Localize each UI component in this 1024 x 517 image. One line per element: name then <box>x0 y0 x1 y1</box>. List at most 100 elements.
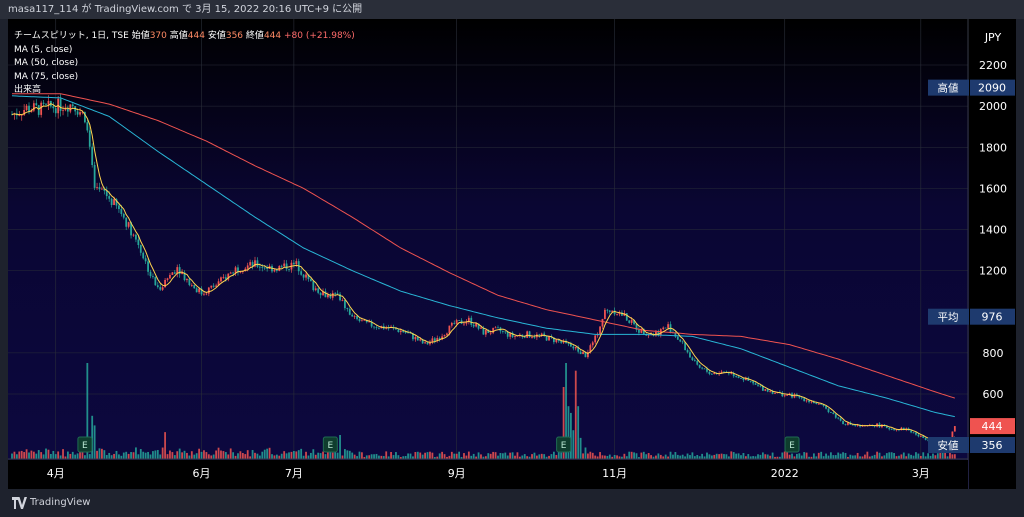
candle-body <box>589 345 592 353</box>
volume-bar <box>754 456 757 459</box>
candle-body <box>463 323 465 325</box>
high-tag-label: 高値 <box>938 82 959 95</box>
volume-bar <box>365 455 368 459</box>
volume-bar <box>139 449 142 459</box>
candle-body <box>489 332 492 334</box>
volume-bar <box>747 454 750 459</box>
volume-bar <box>358 451 361 459</box>
volume-bar <box>173 455 176 459</box>
volume-bar <box>608 454 611 459</box>
volume-bar <box>854 455 857 459</box>
earnings-badge <box>322 436 338 453</box>
earnings-marker[interactable]: E <box>556 436 572 453</box>
volume-bar <box>164 432 166 459</box>
candle-body <box>101 188 103 190</box>
tradingview-logo-icon <box>12 497 27 509</box>
volume-bar <box>254 452 256 459</box>
volume-bar <box>261 451 264 459</box>
candle-body <box>893 429 895 431</box>
candle-body <box>392 326 395 328</box>
earnings-marker[interactable]: E <box>322 436 338 453</box>
legend-ma5[interactable]: MA (5, close) <box>14 44 73 55</box>
candle-body <box>414 337 417 340</box>
volume-bar <box>52 450 55 459</box>
volume-bar <box>888 452 891 459</box>
y-tick-label: 1600 <box>979 182 1007 195</box>
candle-body <box>305 274 307 278</box>
candle-body <box>125 217 128 227</box>
volume-bar <box>642 451 645 459</box>
volume-bar <box>681 454 684 459</box>
candle-body <box>195 288 198 293</box>
candle-body <box>96 187 98 188</box>
volume-bar <box>805 452 808 459</box>
volume-bar <box>817 452 820 459</box>
volume-bar <box>409 453 412 459</box>
volume-bar <box>453 453 456 459</box>
candle-body <box>295 261 298 265</box>
candle-body <box>910 430 912 433</box>
volume-bar <box>176 451 179 459</box>
candle-body <box>28 105 30 113</box>
candle-body <box>827 408 830 413</box>
legend-ma75[interactable]: MA (75, close) <box>14 71 79 82</box>
candle-body <box>924 437 927 440</box>
volume-bar <box>567 406 570 459</box>
volume-bar <box>237 453 239 459</box>
volume-bar <box>713 454 716 459</box>
candle-body <box>186 278 188 281</box>
volume-bar <box>764 454 767 459</box>
volume-bar <box>907 453 910 459</box>
candle-body <box>684 342 687 351</box>
candle-body <box>207 287 210 294</box>
volume-bar <box>477 452 480 459</box>
volume-bar <box>932 453 934 459</box>
candle-body <box>844 424 847 425</box>
volume-bar <box>356 456 358 459</box>
legend-volume[interactable]: 出来高 <box>14 85 42 95</box>
volume-bar <box>98 448 101 459</box>
volume-bar <box>11 453 13 459</box>
volume-bar <box>390 451 392 459</box>
volume-bar <box>759 454 762 459</box>
candle-body <box>344 300 346 309</box>
volume-bar <box>618 456 621 459</box>
volume-bar <box>147 451 149 459</box>
high-value: 444 <box>187 31 205 41</box>
volume-bar <box>62 449 64 459</box>
volume-bar <box>35 453 38 459</box>
candle-body <box>793 394 796 398</box>
volume-bar <box>560 452 563 459</box>
volume-bar <box>504 452 507 459</box>
candle-body <box>159 287 162 290</box>
volume-bar <box>574 370 577 459</box>
volume-bar <box>484 456 487 459</box>
volume-bar <box>861 456 864 459</box>
candle-body <box>419 339 422 341</box>
legend-ma50[interactable]: MA (50, close) <box>14 58 79 68</box>
candle-body <box>329 294 332 298</box>
volume-bar <box>120 455 123 459</box>
volume-bar <box>458 451 461 459</box>
candle-body <box>173 272 176 274</box>
earnings-marker[interactable]: E <box>77 436 93 453</box>
footer-brand[interactable]: TradingView <box>30 497 91 508</box>
candle-body <box>497 327 499 329</box>
candle-body <box>324 291 327 298</box>
avg-tag-label: 平均 <box>938 312 959 324</box>
volume-bar <box>511 452 514 459</box>
volume-bar <box>691 452 694 459</box>
earnings-marker[interactable]: E <box>784 436 800 453</box>
candle-body <box>516 335 519 337</box>
candle-body <box>54 108 57 114</box>
candle-body <box>171 272 174 275</box>
volume-bar <box>402 456 405 459</box>
volume-bar <box>113 453 115 459</box>
volume-bar <box>518 456 521 459</box>
volume-bar <box>516 452 519 459</box>
y-tick-label: 2200 <box>979 59 1007 72</box>
candle-body <box>135 234 137 240</box>
volume-bar <box>706 452 708 459</box>
